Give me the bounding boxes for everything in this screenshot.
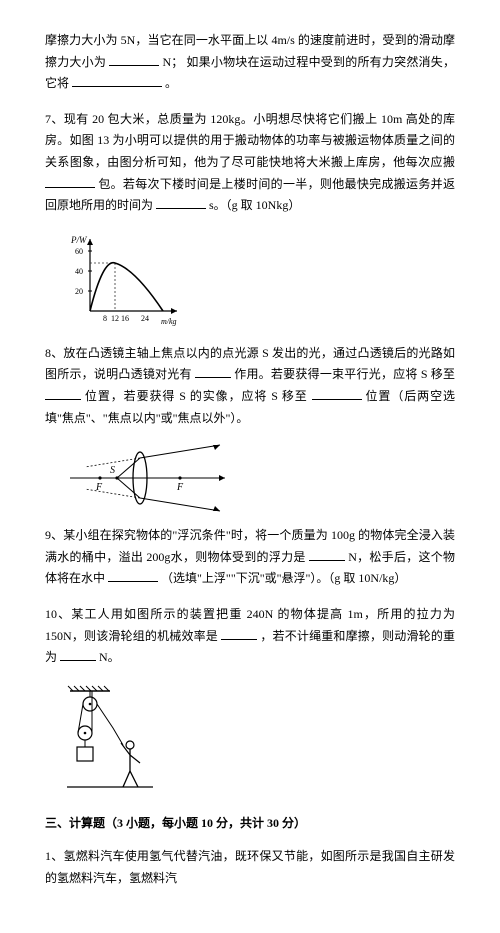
blank xyxy=(108,569,158,582)
xtick-16: 16 xyxy=(121,314,129,323)
question-9: 9、某小组在探究物体的"浮沉条件"时，将一个质量为 100g 的物体完全浸入装满… xyxy=(45,525,455,590)
q7-text-a: 7、现有 20 包大米，总质量为 120kg。小明想尽快将它们搬上 10m 高处… xyxy=(45,112,455,169)
calc-question-1: 1、氢燃料汽车使用氢气代替汽油，既环保又节能，如图所示是我国自主研发的氢燃料汽车… xyxy=(45,846,455,889)
blank xyxy=(309,548,345,561)
xtick-24: 24 xyxy=(141,314,149,323)
label-s: S xyxy=(110,465,115,476)
question-10: 10、某工人用如图所示的装置把重 240N 的物体提高 1m，所用的拉力为 15… xyxy=(45,604,455,669)
preamble-text-d: 。 xyxy=(165,76,177,90)
ylabel: P/W xyxy=(70,235,88,245)
label-f-right: F xyxy=(176,482,184,493)
figure-8-lens: F F S xyxy=(65,443,455,513)
figure-10-pulley xyxy=(65,683,455,793)
section-3-title: 三、计算题（3 小题，每小题 10 分，共计 30 分） xyxy=(45,813,455,835)
xtick-8: 8 xyxy=(103,314,107,323)
xlabel: m/kg xyxy=(161,317,177,326)
q8-text-b: 作用。若要获得一束平行光，应将 S 移至 xyxy=(234,367,455,381)
q10-text-c: N。 xyxy=(99,650,120,664)
ytick-20: 20 xyxy=(75,287,83,296)
blank xyxy=(72,74,162,87)
question-8: 8、放在凸透镜主轴上焦点以内的点光源 S 发出的光，通过凸透镜后的光路如图所示，… xyxy=(45,343,455,429)
question-7: 7、现有 20 包大米，总质量为 120kg。小明想尽快将它们搬上 10m 高处… xyxy=(45,109,455,217)
calc1-text: 1、氢燃料汽车使用氢气代替汽油，既环保又节能，如图所示是我国自主研发的氢燃料汽车… xyxy=(45,849,455,885)
blank xyxy=(45,387,81,400)
q7-text-c: s。（g 取 10Nkg） xyxy=(209,198,300,212)
ytick-40: 40 xyxy=(75,267,83,276)
q8-text-c: 位置，若要获得 S 的实像，应将 S 移至 xyxy=(85,389,308,403)
xtick-12: 12 xyxy=(111,314,119,323)
preamble-text-b: N； xyxy=(163,55,184,69)
preamble-question: 摩擦力大小为 5N，当它在同一水平面上以 4m/s 的速度前进时，受到的滑动摩擦… xyxy=(45,30,455,95)
blank xyxy=(109,53,159,66)
q9-text-c: （选填"上浮""下沉"或"悬浮"）。（g 取 10N/kg） xyxy=(161,571,406,585)
ytick-60: 60 xyxy=(75,247,83,256)
blank xyxy=(195,365,231,378)
blank xyxy=(312,387,362,400)
blank xyxy=(221,627,257,640)
blank xyxy=(60,648,96,661)
figure-7-chart: 20 40 60 8 12 16 24 P/W m/kg xyxy=(65,231,455,331)
blank xyxy=(45,175,95,188)
blank xyxy=(156,196,206,209)
